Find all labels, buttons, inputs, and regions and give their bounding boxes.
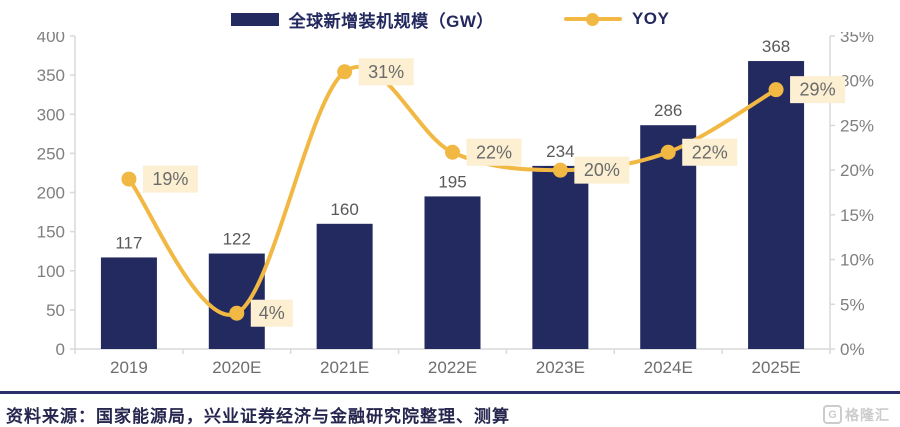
left-axis-tick-label: 100 [37,262,65,281]
bar-value-label: 160 [330,200,358,219]
x-axis-category-label: 2020E [212,358,261,377]
yoy-label-box [574,156,630,184]
x-axis-category-label: 2021E [320,358,369,377]
bar-value-label: 286 [654,101,682,120]
right-axis-tick-label: 5% [840,295,865,314]
yoy-label-box [790,76,846,104]
x-axis-category-label: 2019 [110,358,148,377]
legend-label-yoy: YOY [631,9,670,28]
line-series-swatch [563,12,622,26]
yoy-label: 19% [152,169,188,189]
chart-legend: 全球新增装机规模（GW） YOY [0,0,900,32]
yoy-label: 31% [368,62,404,82]
bar-value-label: 368 [762,37,790,56]
gelonghui-watermark: G 格隆汇 [823,405,890,425]
line-marker-dot [586,12,600,26]
yoy-marker-2021E[interactable] [337,64,353,80]
x-axis-category-label: 2025E [751,358,800,377]
yoy-label: 20% [584,160,620,180]
bar-2022E[interactable] [424,196,481,349]
yoy-label-box [142,165,198,193]
right-axis-tick-label: 30% [840,72,874,91]
bar-2019[interactable] [100,257,157,349]
x-axis-category-label: 2023E [536,358,585,377]
yoy-marker-2023E[interactable] [552,162,568,178]
x-axis-category-label: 2022E [428,358,477,377]
yoy-marker-2020E[interactable] [229,305,245,321]
bar-value-label: 234 [546,142,574,161]
gelonghui-logo-icon: G [823,405,842,424]
yoy-label: 4% [259,303,285,323]
right-axis-tick-label: 35% [840,32,874,46]
yoy-marker-2022E[interactable] [445,144,460,160]
bar-2021E[interactable] [316,223,373,349]
legend-label-installed-capacity: 全球新增装机规模（GW） [288,11,494,31]
bar-2023E[interactable] [532,165,589,349]
bar-2025E[interactable] [748,61,805,349]
legend-item-yoy[interactable]: YOY [563,9,670,29]
yoy-label: 22% [476,142,512,162]
x-axis-category-label: 2024E [644,358,693,377]
legend-item-installed-capacity[interactable]: 全球新增装机规模（GW） [230,7,494,32]
yoy-label: 22% [692,142,728,162]
right-axis-tick-label: 25% [840,116,874,135]
yoy-label-box [358,58,414,86]
right-axis-tick-label: 10% [840,251,874,270]
right-axis-tick-label: 20% [840,161,874,180]
yoy-marker-2025E[interactable] [768,82,784,98]
source-text: 资料来源：国家能源局，兴业证券经济与金融研究院整理、测算 [6,407,510,426]
left-axis-tick-label: 250 [37,144,65,163]
gelonghui-logo-text: 格隆汇 [845,406,890,423]
source-footer: 资料来源：国家能源局，兴业证券经济与金融研究院整理、测算 G 格隆汇 [0,391,900,427]
left-axis-tick-label: 200 [37,184,65,203]
left-axis-tick-label: 400 [37,32,65,46]
right-axis-tick-label: 15% [840,206,874,225]
chart-canvas: 0 50 100 150 200 250 300 350 400 0% 5% 10% 15% 20% 25%… [37,27,874,377]
right-axis-tick-label: 0% [840,340,865,359]
yoy-marker-2024E[interactable] [660,144,676,160]
yoy-label: 29% [800,80,836,100]
bar-value-label: 122 [223,230,251,249]
yoy-label-box [682,138,738,166]
yoy-label-box [250,299,293,327]
left-axis-tick-label: 50 [46,301,65,320]
left-axis-tick-label: 150 [37,223,65,242]
yoy-marker-2019[interactable] [121,171,137,187]
yoy-label-box [466,138,522,166]
bar-value-label: 117 [115,233,142,252]
bar-series-swatch [230,12,279,26]
left-axis-tick-label: 300 [37,105,65,124]
left-axis-tick-label: 350 [37,66,65,85]
bar-value-label: 195 [438,172,466,191]
left-axis-tick-label: 0 [56,340,65,359]
